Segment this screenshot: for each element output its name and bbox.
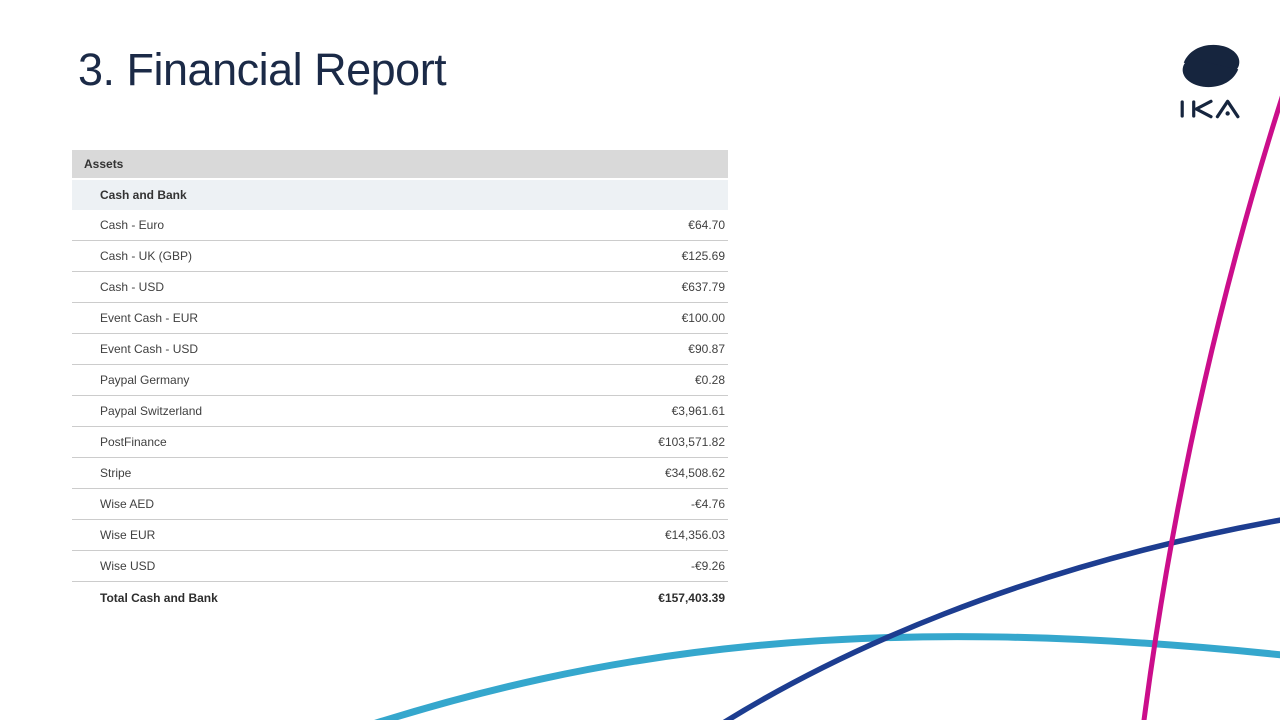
account-value: €14,356.03	[664, 528, 725, 542]
table-row: Paypal Switzerland €3,961.61	[72, 396, 728, 427]
account-label: Cash - Euro	[100, 218, 165, 232]
account-value: €100.00	[681, 311, 725, 325]
table-row: PostFinance €103,571.82	[72, 427, 728, 458]
account-value: -€9.26	[690, 559, 725, 573]
table-row: Event Cash - USD €90.87	[72, 334, 728, 365]
curve-cyan	[374, 633, 1280, 720]
account-value: €90.87	[688, 342, 725, 356]
account-value: €3,961.61	[671, 404, 725, 418]
table-header-row: Assets	[72, 150, 728, 178]
account-label: PostFinance	[100, 435, 167, 449]
account-value: -€4.76	[690, 497, 725, 511]
table-row: Wise EUR €14,356.03	[72, 520, 728, 551]
logo-wordmark	[1180, 99, 1240, 119]
logo-swirl-icon	[1182, 44, 1240, 88]
account-label: Event Cash - USD	[100, 342, 199, 356]
account-label: Paypal Germany	[100, 373, 190, 387]
swirl-bottom-shape	[1182, 58, 1239, 88]
table-body: Cash - Euro €64.70 Cash - UK (GBP) €125.…	[72, 210, 728, 582]
table-row: Paypal Germany €0.28	[72, 365, 728, 396]
account-label: Paypal Switzerland	[100, 404, 203, 418]
total-value: €157,403.39	[658, 591, 725, 605]
table-row: Event Cash - EUR €100.00	[72, 303, 728, 334]
account-label: Stripe	[100, 466, 132, 480]
table-row: Cash - USD €637.79	[72, 272, 728, 303]
table-section-row: Cash and Bank	[72, 180, 728, 210]
table-row: Stripe €34,508.62	[72, 458, 728, 489]
account-label: Wise AED	[100, 497, 155, 511]
account-label: Cash - USD	[100, 280, 165, 294]
account-value: €103,571.82	[658, 435, 725, 449]
table-row: Cash - UK (GBP) €125.69	[72, 241, 728, 272]
table-header-label: Assets	[84, 157, 124, 171]
account-label: Wise USD	[100, 559, 156, 573]
account-label: Cash - UK (GBP)	[100, 249, 193, 263]
curve-magenta	[1141, 95, 1280, 720]
table-total-row: Total Cash and Bank €157,403.39	[72, 582, 728, 614]
logo	[1176, 42, 1246, 120]
account-value: €125.69	[681, 249, 725, 263]
account-label: Event Cash - EUR	[100, 311, 199, 325]
curve-navy	[722, 517, 1280, 720]
total-label: Total Cash and Bank	[100, 591, 218, 605]
account-value: €34,508.62	[664, 466, 725, 480]
account-value: €64.70	[688, 218, 725, 232]
account-value: €637.79	[681, 280, 725, 294]
account-label: Wise EUR	[100, 528, 156, 542]
table-row: Wise USD -€9.26	[72, 551, 728, 582]
table-row: Wise AED -€4.76	[72, 489, 728, 520]
table-row: Cash - Euro €64.70	[72, 210, 728, 241]
letter-a	[1215, 99, 1240, 119]
letter-a-dot	[1225, 111, 1230, 116]
account-value: €0.28	[694, 373, 725, 387]
swirl-top-shape	[1183, 44, 1240, 74]
financial-table: Assets Cash and Bank Cash - Euro €64.70 …	[72, 150, 728, 614]
table-section-label: Cash and Bank	[100, 188, 187, 202]
page-title: 3. Financial Report	[78, 44, 447, 95]
letter-k-chevron	[1194, 99, 1213, 119]
